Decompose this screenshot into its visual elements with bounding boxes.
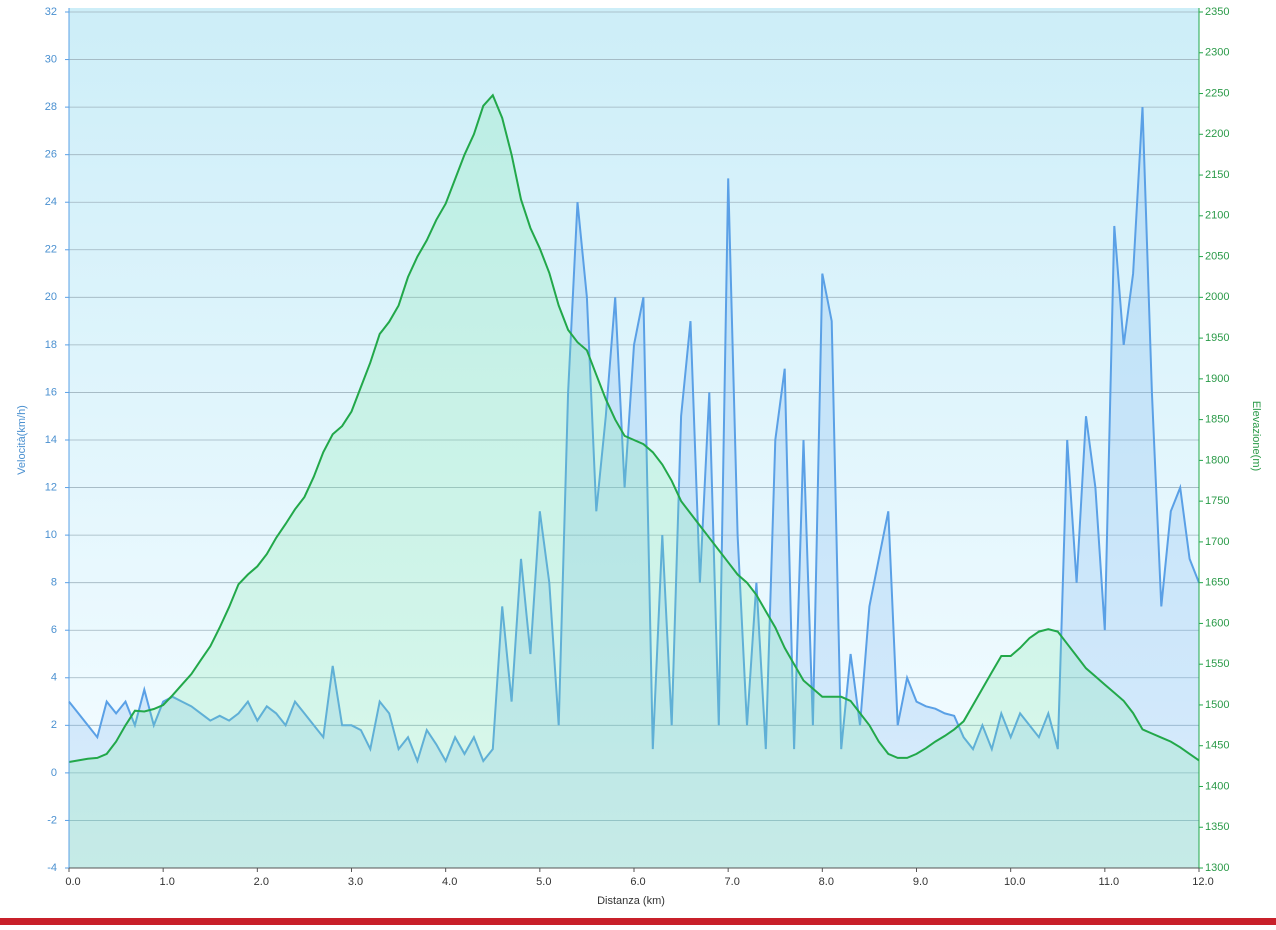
y2-tick-label: 2350 [1205,6,1229,18]
y-tick-label: 30 [45,53,57,65]
y-tick-label: 26 [45,149,57,161]
y-tick-label: 6 [51,624,57,636]
y-tick-label: 24 [45,196,57,208]
x-tick-label: 5.0 [536,876,551,888]
x-tick-label: 6.0 [630,876,645,888]
y-tick-label: 22 [45,244,57,256]
y2-tick-label: 1300 [1205,862,1229,874]
y2-tick-label: 1400 [1205,780,1229,792]
plot-background [69,8,1199,868]
y2-tick-label: 1900 [1205,373,1229,385]
y-tick-label: 2 [51,719,57,731]
x-tick-label: 7.0 [725,876,740,888]
y-tick-label: 28 [45,101,57,113]
x-tick-label: 12.0 [1192,876,1213,888]
y-tick-label: 20 [45,291,57,303]
y-tick-label: 4 [51,672,57,684]
x-tick-label: 4.0 [442,876,457,888]
x-tick-label: 11.0 [1099,876,1120,888]
y-tick-label: 12 [45,481,57,493]
x-tick-label: 3.0 [348,876,363,888]
y-tick-label: -2 [47,814,57,826]
line [68,107,1200,765]
y2-tick-label: 1350 [1205,821,1229,833]
y-tick-label: 14 [45,434,57,446]
y2-tick-label: 1450 [1205,740,1229,752]
y2-tick-label: 1500 [1205,699,1229,711]
y-tick-label: 0 [51,767,57,779]
y2-tick-label: 1550 [1205,658,1229,670]
y2-tick-label: 2150 [1205,169,1229,181]
y-tick-label: 16 [45,386,57,398]
x-tick-label: 0.0 [65,876,80,888]
y2-tick-label: 2100 [1205,210,1229,222]
y-tick-label: -4 [47,862,57,874]
y-tick-label: 18 [45,339,57,351]
y2-tick-label: 1750 [1205,495,1229,507]
x-tick-label: 8.0 [819,876,834,888]
y2-tick-label: 1650 [1205,577,1229,589]
y2-tick-label: 1600 [1205,617,1229,629]
x-tick-label: 9.0 [913,876,928,888]
y2-tick-label: 1950 [1205,332,1229,344]
x-tick-label: 1.0 [160,876,175,888]
y-axis-label: Velocità(km/h) [16,405,28,475]
x-axis-label: Distanza (km) [597,895,665,907]
y2-tick-label: 1800 [1205,454,1229,466]
y-tick-label: 32 [45,6,57,18]
area [69,95,1199,868]
y-tick-label: 8 [51,577,57,589]
y2-tick-label: 2250 [1205,87,1229,99]
y2-tick-label: 2300 [1205,47,1229,59]
y-tick-label: 10 [45,529,57,541]
y2-tick-label: 2200 [1205,128,1229,140]
y2-tick-label: 2000 [1205,291,1229,303]
area [69,107,1199,869]
bottom-bar [0,918,1276,925]
x-tick-label: 2.0 [254,876,269,888]
y2-axis-label: Elevazione(m) [1250,401,1262,471]
x-tick-label: 10.0 [1004,876,1025,888]
line [68,93,1200,763]
y2-tick-label: 2050 [1205,250,1229,262]
y2-tick-label: 1700 [1205,536,1229,548]
y2-tick-label: 1850 [1205,414,1229,426]
